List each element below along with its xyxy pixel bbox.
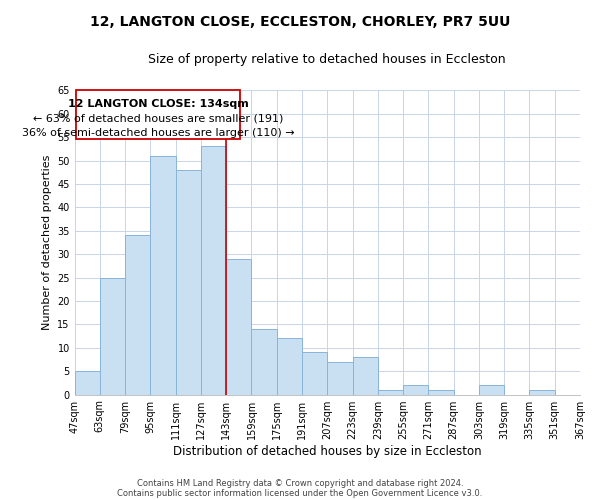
Bar — [529, 390, 555, 394]
Bar — [378, 390, 403, 394]
Y-axis label: Number of detached properties: Number of detached properties — [41, 154, 52, 330]
Bar — [302, 352, 327, 395]
Text: Contains HM Land Registry data © Crown copyright and database right 2024.: Contains HM Land Registry data © Crown c… — [137, 478, 463, 488]
Text: 36% of semi-detached houses are larger (110) →: 36% of semi-detached houses are larger (… — [22, 128, 294, 138]
Bar — [151, 156, 176, 394]
Bar — [226, 259, 251, 394]
Bar — [353, 357, 378, 395]
FancyBboxPatch shape — [76, 90, 240, 140]
Bar — [125, 236, 151, 394]
Bar — [201, 146, 226, 394]
Bar — [403, 385, 428, 394]
Text: Contains public sector information licensed under the Open Government Licence v3: Contains public sector information licen… — [118, 488, 482, 498]
Text: 12 LANGTON CLOSE: 134sqm: 12 LANGTON CLOSE: 134sqm — [68, 98, 248, 108]
Text: 12, LANGTON CLOSE, ECCLESTON, CHORLEY, PR7 5UU: 12, LANGTON CLOSE, ECCLESTON, CHORLEY, P… — [90, 15, 510, 29]
Text: ← 63% of detached houses are smaller (191): ← 63% of detached houses are smaller (19… — [33, 114, 283, 124]
Title: Size of property relative to detached houses in Eccleston: Size of property relative to detached ho… — [148, 52, 506, 66]
Bar — [479, 385, 504, 394]
Bar — [251, 329, 277, 394]
Bar — [428, 390, 454, 394]
Bar — [176, 170, 201, 394]
Bar — [100, 278, 125, 394]
Bar — [327, 362, 353, 394]
Bar — [277, 338, 302, 394]
Bar — [74, 371, 100, 394]
X-axis label: Distribution of detached houses by size in Eccleston: Distribution of detached houses by size … — [173, 444, 482, 458]
